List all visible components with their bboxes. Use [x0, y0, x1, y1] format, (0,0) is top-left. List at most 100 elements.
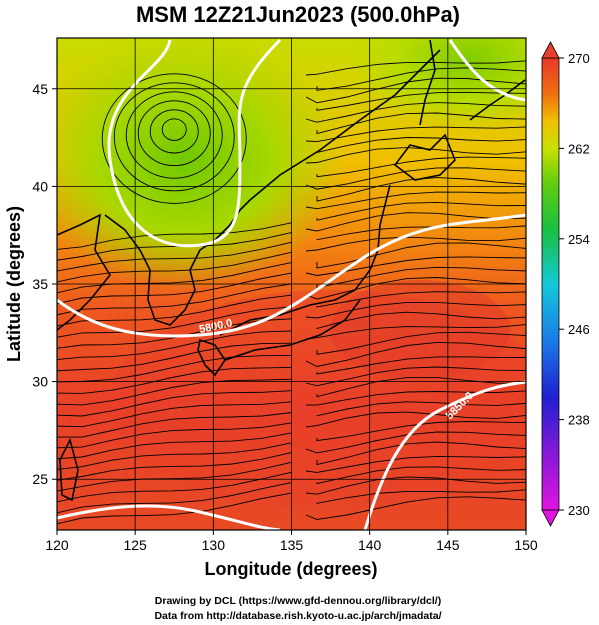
- streamline: [305, 301, 526, 319]
- streamline: [316, 156, 526, 178]
- coast-kuril: [469, 79, 526, 121]
- colorbar-tick-label: 238: [568, 413, 590, 428]
- streamline: [316, 401, 526, 417]
- x-axis-label: Longitude (degrees): [204, 559, 377, 579]
- streamline: [305, 390, 526, 406]
- streamline: [57, 451, 293, 481]
- coastlines: [57, 39, 526, 502]
- coast-sakhalin: [419, 39, 436, 126]
- chart-title: MSM 12Z21Jun2023 (500.0hPa): [136, 2, 460, 27]
- streamline: [57, 231, 293, 261]
- y-tick-label: 45: [32, 81, 48, 97]
- y-tick-label: 30: [32, 374, 48, 390]
- streamlines: [57, 60, 526, 525]
- streamline: [57, 306, 293, 338]
- warm-pocket-shading: [330, 280, 510, 380]
- streamline: [316, 489, 526, 504]
- streamline: [57, 401, 293, 428]
- streamline: [305, 212, 526, 232]
- streamline-vortex: [125, 91, 223, 179]
- streamline: [57, 481, 293, 514]
- streamline-vortex: [101, 73, 247, 204]
- cold-northeast-shading: [350, 38, 526, 130]
- streamline: [57, 318, 293, 349]
- graticule: [57, 38, 526, 530]
- streamline: [57, 241, 293, 272]
- streamline: [57, 471, 293, 503]
- coast-japan-south: [224, 299, 361, 361]
- streamline: [316, 201, 526, 221]
- contour-north-loop: [107, 38, 282, 248]
- y-tick-label: 40: [32, 178, 48, 194]
- streamline: [305, 431, 526, 454]
- streamline: [305, 455, 526, 473]
- height-contours: [57, 38, 526, 530]
- coast-china: [57, 213, 111, 331]
- streamline: [305, 102, 526, 123]
- colorbar-tick-label: 230: [568, 503, 590, 518]
- streamline: [316, 441, 526, 466]
- contour-5800: [57, 213, 526, 338]
- x-tick-label: 125: [123, 537, 147, 553]
- colorbar-tick-label: 270: [568, 51, 590, 66]
- credit-line-2: Data from http://database.rish.kyoto-u.a…: [154, 610, 441, 622]
- streamline: [57, 222, 293, 250]
- streamline: [57, 366, 293, 394]
- colorbar-tick-label: 254: [568, 232, 590, 247]
- contour-northeast: [448, 39, 526, 102]
- streamline-vortex: [113, 82, 235, 192]
- streamline: [57, 422, 293, 449]
- coast-taiwan: [59, 437, 79, 502]
- streamline: [57, 378, 293, 406]
- streamline-vortex: [137, 100, 211, 167]
- streamline: [305, 147, 526, 164]
- streamline: [305, 496, 526, 520]
- colorbar-max-arrow: [541, 41, 560, 59]
- x-tick-label: 120: [45, 537, 69, 553]
- streamline: [316, 225, 526, 241]
- streamline: [57, 354, 293, 383]
- streamline: [316, 291, 526, 308]
- streamline: [57, 461, 293, 492]
- streamline: [57, 330, 293, 360]
- streamline: [316, 466, 526, 485]
- streamline: [316, 377, 526, 398]
- streamline: [305, 167, 526, 190]
- streamline: [305, 277, 526, 300]
- streamline: [316, 137, 526, 153]
- contour-5850: [363, 380, 526, 530]
- streamline: [305, 324, 526, 340]
- streamline: [57, 342, 293, 372]
- x-tick-label: 145: [436, 537, 460, 553]
- colorbar-min-arrow: [541, 509, 560, 527]
- streamline: [305, 191, 526, 210]
- streamline: [57, 251, 293, 283]
- y-tick-label: 35: [32, 276, 48, 292]
- cold-core-shading: [57, 38, 345, 290]
- colorbar-tick-label: 246: [568, 322, 590, 337]
- streamline: [57, 390, 293, 417]
- streamline: [305, 256, 526, 276]
- colorbar-body: [541, 57, 560, 511]
- x-tick-label: 150: [514, 537, 538, 553]
- streamline: [305, 476, 526, 495]
- streamline: [305, 341, 526, 367]
- streamline: [316, 311, 526, 329]
- y-axis-label: Latitude (degrees): [4, 206, 24, 362]
- streamline: [305, 60, 526, 76]
- x-axis: 120 125 130 135 140 145 150: [45, 530, 538, 553]
- streamline: [316, 91, 526, 111]
- streamline: [316, 421, 526, 442]
- streamline: [305, 411, 526, 428]
- colorbar-ticks: 230 238 246 254 262 270: [559, 51, 590, 518]
- streamline: [57, 283, 293, 316]
- coast-korea: [104, 199, 251, 326]
- streamline: [316, 331, 526, 355]
- colorbar: 230 238 246 254 262 270: [541, 41, 590, 527]
- plot-area: 5800.0 5850.0: [57, 38, 526, 530]
- streamline: [316, 356, 526, 375]
- streamline-vortex: [149, 109, 199, 154]
- streamline: [316, 266, 526, 289]
- colorbar-tick-label: 262: [568, 141, 590, 156]
